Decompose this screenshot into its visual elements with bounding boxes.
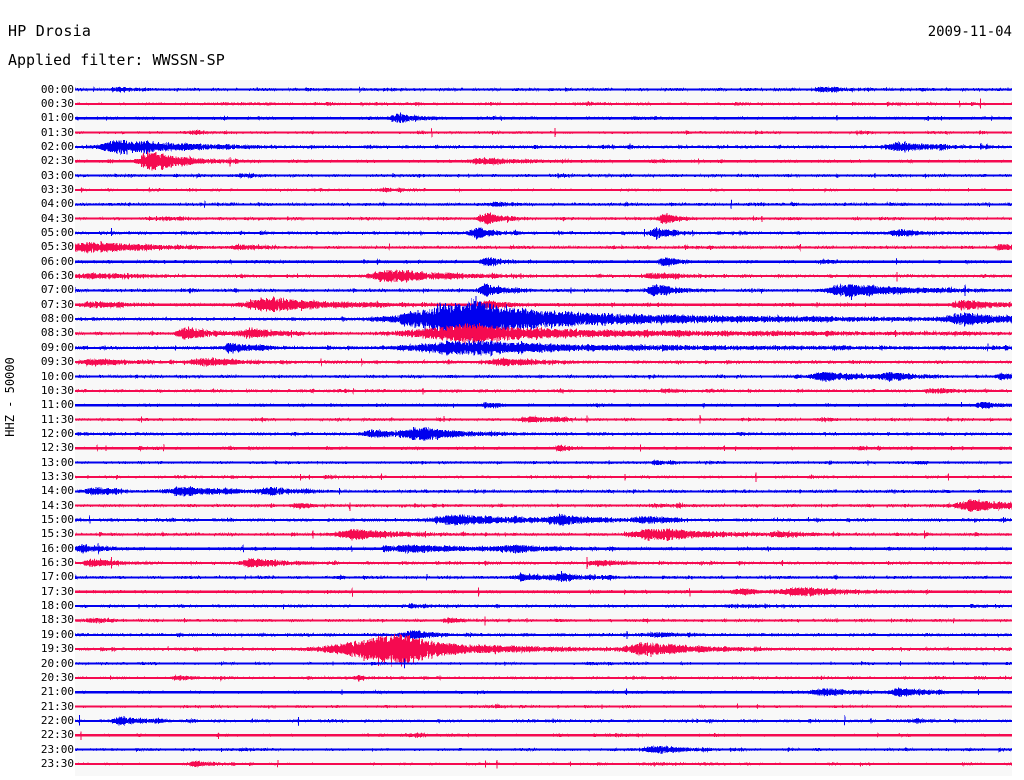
time-label-1300: 13:00 — [40, 455, 74, 469]
time-label-1330: 13:30 — [40, 469, 74, 483]
time-label-1100: 11:00 — [40, 398, 74, 412]
time-axis-labels: 00:00 00:30 01:00 01:30 02:00 02:30 03:00 03:30… — [22, 80, 74, 776]
time-label-0900: 09:00 — [40, 340, 74, 354]
time-label-1600: 16:00 — [40, 541, 74, 555]
time-label-1230: 12:30 — [40, 441, 74, 455]
time-label-0130: 01:30 — [40, 125, 74, 139]
time-label-0830: 08:30 — [40, 326, 74, 340]
time-label-0800: 08:00 — [40, 312, 74, 326]
time-label-1400: 14:00 — [40, 484, 74, 498]
vertical-axis-label: HHZ - 50000 — [0, 330, 20, 470]
record-date: 2009-11-04 — [927, 24, 1012, 40]
time-label-0230: 02:30 — [40, 154, 74, 168]
time-label-2230: 22:30 — [40, 728, 74, 742]
time-label-2330: 23:30 — [40, 756, 74, 770]
time-label-1430: 14:30 — [40, 498, 74, 512]
time-label-0200: 02:00 — [40, 139, 74, 153]
time-label-2300: 23:00 — [40, 742, 74, 756]
time-label-1200: 12:00 — [40, 426, 74, 440]
time-label-1130: 11:30 — [40, 412, 74, 426]
time-label-0300: 03:00 — [40, 168, 74, 182]
time-label-1730: 17:30 — [40, 584, 74, 598]
seismogram-plot — [75, 80, 1012, 776]
time-label-0700: 07:00 — [40, 283, 74, 297]
time-label-1000: 10:00 — [40, 369, 74, 383]
time-label-0600: 06:00 — [40, 254, 74, 268]
station-title: HP Drosia — [8, 22, 92, 40]
time-label-1830: 18:30 — [40, 613, 74, 627]
time-label-0430: 04:30 — [40, 211, 74, 225]
time-label-0100: 01:00 — [40, 111, 74, 125]
time-label-2200: 22:00 — [40, 713, 74, 727]
time-label-0930: 09:30 — [40, 355, 74, 369]
time-label-2130: 21:30 — [40, 699, 74, 713]
time-label-2030: 20:30 — [40, 670, 74, 684]
time-label-2100: 21:00 — [40, 685, 74, 699]
time-label-1900: 19:00 — [40, 627, 74, 641]
time-label-1530: 15:30 — [40, 527, 74, 541]
time-label-0030: 00:30 — [40, 96, 74, 110]
time-label-1800: 18:00 — [40, 599, 74, 613]
plot-background — [75, 80, 1012, 776]
time-label-0330: 03:30 — [40, 182, 74, 196]
time-label-0630: 06:30 — [40, 269, 74, 283]
time-label-0530: 05:30 — [40, 240, 74, 254]
time-label-1500: 15:00 — [40, 513, 74, 526]
time-label-0400: 04:00 — [40, 197, 74, 211]
time-label-1930: 19:30 — [40, 642, 74, 656]
time-label-0000: 00:00 — [40, 82, 74, 96]
seismogram-canvas — [75, 80, 1012, 776]
time-label-1700: 17:00 — [40, 570, 74, 584]
time-label-1030: 10:30 — [40, 383, 74, 397]
time-label-1630: 16:30 — [40, 556, 74, 570]
time-label-0500: 05:00 — [40, 226, 74, 239]
channel-scale-label: HHZ - 50000 — [3, 357, 17, 437]
time-label-0730: 07:30 — [40, 297, 74, 311]
applied-filter-label: Applied filter: WWSSN-SP — [8, 51, 225, 69]
time-label-2000: 20:00 — [40, 656, 74, 670]
